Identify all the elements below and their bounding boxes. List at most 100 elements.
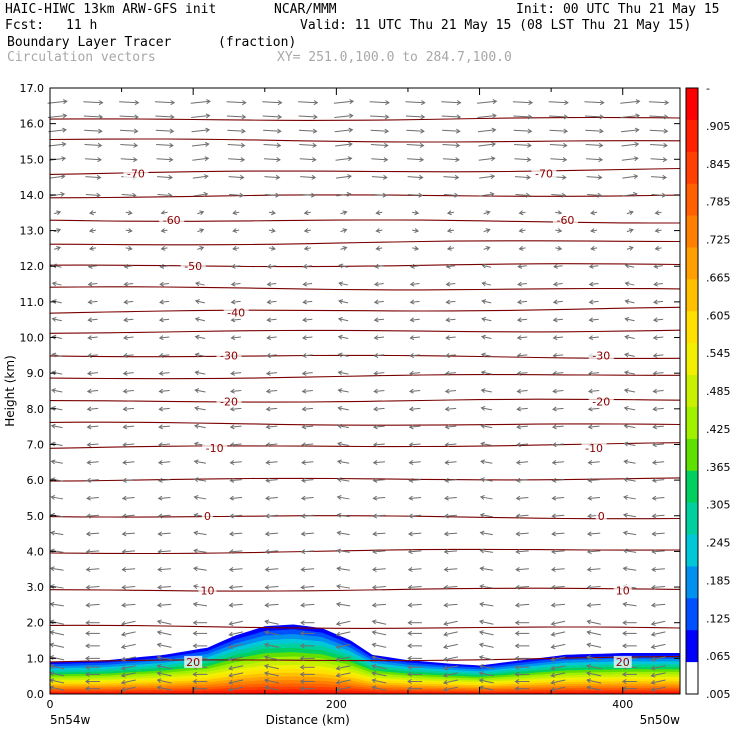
wind-vector <box>229 192 245 198</box>
wind-vector <box>622 620 637 626</box>
wind-vector <box>51 299 62 305</box>
colorbar-label: .365 <box>706 461 731 474</box>
wind-vector <box>335 643 351 650</box>
vector-shaft <box>551 665 566 670</box>
vector-head <box>51 370 57 376</box>
vector-head <box>127 245 133 251</box>
vector-head <box>516 370 522 376</box>
isotherm-label-bg <box>159 213 185 226</box>
vector-head <box>651 531 657 537</box>
wind-vector <box>338 299 349 305</box>
wind-vector <box>588 317 599 323</box>
wind-vector <box>302 281 313 287</box>
vector-shaft <box>336 643 351 648</box>
wind-vector <box>121 531 135 537</box>
wind-vector <box>157 531 171 537</box>
vector-head <box>586 671 592 676</box>
vector-shaft <box>624 425 636 429</box>
wind-vector <box>622 643 637 649</box>
vector-head <box>49 601 55 607</box>
wind-vector <box>370 114 390 120</box>
vector-head <box>662 157 668 163</box>
vector-shaft <box>49 175 65 179</box>
vector-head <box>157 531 163 537</box>
vector-shaft <box>374 318 384 321</box>
wind-vector <box>478 671 494 677</box>
vector-shaft <box>516 461 529 464</box>
wind-vector <box>121 602 136 608</box>
wind-vector <box>623 405 636 411</box>
vector-head <box>338 299 343 305</box>
vector-shaft <box>339 264 348 268</box>
wind-vector <box>335 141 353 147</box>
vector-head <box>525 192 531 198</box>
vector-shaft <box>517 372 528 375</box>
vector-head <box>456 114 462 120</box>
vector-head <box>492 99 498 105</box>
vector-head <box>454 192 459 198</box>
wind-vector <box>587 460 600 465</box>
wind-vector <box>158 406 170 412</box>
vector-shaft <box>653 354 664 357</box>
wind-vector <box>335 620 351 626</box>
vector-shaft <box>229 643 244 648</box>
vector-head <box>301 460 306 465</box>
wind-vector <box>444 388 457 394</box>
vector-head <box>622 643 627 649</box>
vector-head <box>301 370 307 376</box>
wind-vector <box>409 388 421 394</box>
vector-head <box>121 602 126 608</box>
wind-vector <box>651 460 665 465</box>
wind-vector <box>512 100 534 106</box>
vector-shaft <box>479 665 494 670</box>
vector-head <box>490 156 496 162</box>
wind-vector <box>227 142 246 148</box>
wind-vector <box>300 495 314 501</box>
vector-head <box>478 678 484 684</box>
vector-shaft <box>623 567 637 571</box>
vector-head <box>597 174 603 180</box>
vector-shaft <box>623 496 636 500</box>
wind-vector <box>479 191 495 197</box>
wind-vector <box>373 335 385 341</box>
wind-vector <box>407 549 422 555</box>
vector-shaft <box>621 129 639 133</box>
wind-vector <box>650 672 666 678</box>
wind-vector <box>586 174 603 180</box>
wind-vector <box>192 601 208 607</box>
wind-vector <box>84 664 100 670</box>
wind-vector <box>86 424 99 430</box>
vector-head <box>122 406 128 412</box>
vector-head <box>446 228 452 234</box>
vector-head <box>204 156 210 162</box>
wind-vector <box>588 388 600 394</box>
vector-shaft <box>480 514 493 518</box>
isotherm-label: -40 <box>227 307 245 320</box>
wind-vector <box>477 99 498 105</box>
vector-shaft <box>587 631 602 636</box>
vector-shaft <box>52 264 62 268</box>
wind-vector <box>479 584 494 590</box>
isotherm-line <box>49 548 681 555</box>
vector-shaft <box>119 115 138 118</box>
vector-shaft <box>482 282 492 286</box>
vector-shaft <box>264 176 280 179</box>
wind-vector <box>549 128 569 134</box>
vector-head <box>50 459 56 465</box>
vector-head <box>634 141 640 147</box>
wind-vector <box>194 299 205 305</box>
vector-shaft <box>514 176 531 179</box>
isotherm-line <box>49 477 681 482</box>
wind-vector <box>158 317 170 323</box>
vector-head <box>599 100 605 106</box>
vector-shaft <box>587 568 601 571</box>
vector-shaft <box>159 318 170 321</box>
vector-head <box>515 584 520 590</box>
vector-head <box>335 672 341 678</box>
wind-vector <box>621 679 637 685</box>
wind-vector <box>653 263 663 269</box>
vector-head <box>651 477 657 483</box>
vector-head <box>514 664 520 670</box>
vector-head <box>409 370 414 376</box>
colorbar-frame <box>685 87 699 695</box>
